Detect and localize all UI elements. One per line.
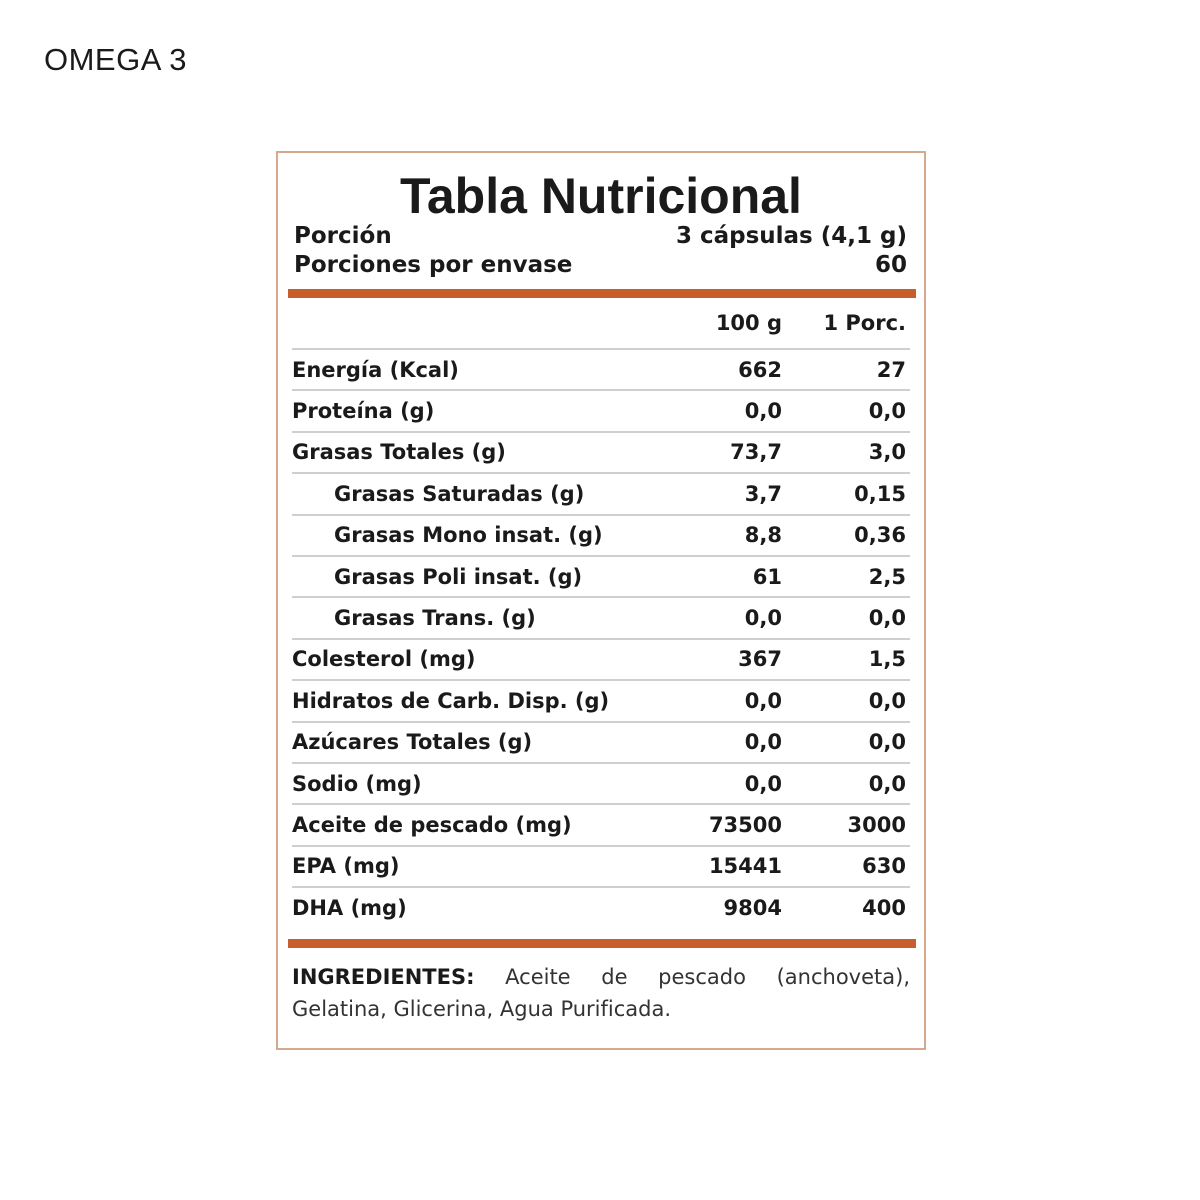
column-label: 100 g <box>715 311 782 335</box>
row-label: Sodio (mg) <box>292 771 422 796</box>
row-value: 9804 <box>723 895 782 920</box>
table-row: Grasas Totales (g) 73,7 3,0 <box>292 430 910 472</box>
row-label: Energía (Kcal) <box>292 357 459 382</box>
row-value: 3000 <box>847 813 906 838</box>
row-value: 0,0 <box>868 730 906 755</box>
table-row: Energía (Kcal) 662 27 <box>292 348 910 389</box>
row-label: Grasas Totales (g) <box>292 440 506 465</box>
row-value: 0,0 <box>868 688 906 713</box>
table-row: Azúcares Totales (g) 0,0 0,0 <box>292 720 910 762</box>
row-label: Grasas Trans. (g) <box>334 606 536 631</box>
row-value: 0,0 <box>868 399 906 424</box>
servings-row: Porciones por envase 60 <box>294 252 907 278</box>
table-row: Colesterol (mg) 367 1,5 <box>292 637 910 679</box>
column-header: 100 g 1 Porc. <box>292 311 910 335</box>
column-label: 1 Porc. <box>823 311 906 335</box>
table-row: Grasas Poli insat. (g) 61 2,5 <box>292 555 910 596</box>
table-row: Grasas Mono insat. (g) 8,8 0,36 <box>292 513 910 555</box>
row-label: EPA (mg) <box>292 854 400 879</box>
row-value: 0,0 <box>744 606 782 631</box>
row-value: 0,0 <box>744 399 782 424</box>
divider-bar <box>288 289 916 298</box>
row-value: 367 <box>738 647 782 672</box>
row-label: DHA (mg) <box>292 895 407 920</box>
servings-label: Porciones por envase <box>294 252 573 278</box>
row-value: 73,7 <box>730 440 782 465</box>
row-label: Hidratos de Carb. Disp. (g) <box>292 688 610 713</box>
table-row: EPA (mg) 15441 630 <box>292 844 910 886</box>
servings-value: 60 <box>874 252 907 278</box>
row-value: 73500 <box>708 813 782 838</box>
row-label: Proteína (g) <box>292 399 435 424</box>
row-label: Grasas Poli insat. (g) <box>334 564 583 589</box>
divider-bar <box>288 939 916 948</box>
row-value: 0,0 <box>744 730 782 755</box>
row-value: 3,0 <box>868 440 906 465</box>
table-row: Proteína (g) 0,0 0,0 <box>292 389 910 430</box>
row-label: Grasas Saturadas (g) <box>334 481 585 506</box>
row-label: Aceite de pescado (mg) <box>292 813 572 838</box>
table-row: Sodio (mg) 0,0 0,0 <box>292 762 910 803</box>
table-row: DHA (mg) 9804 400 <box>292 886 910 927</box>
ingredients: INGREDIENTES: Aceite de pescado (anchove… <box>292 961 910 1025</box>
serving-row: Porción 3 cápsulas (4,1 g) <box>294 223 907 249</box>
row-value: 0,15 <box>854 481 906 506</box>
row-value: 662 <box>738 357 782 382</box>
row-value: 1,5 <box>868 647 906 672</box>
table-row: Aceite de pescado (mg) 73500 3000 <box>292 803 910 844</box>
table-row: Grasas Saturadas (g) 3,7 0,15 <box>292 472 910 513</box>
nutrition-table: Tabla Nutricional Porción 3 cápsulas (4,… <box>276 151 926 1050</box>
row-value: 0,0 <box>744 771 782 796</box>
table-row: Hidratos de Carb. Disp. (g) 0,0 0,0 <box>292 679 910 720</box>
ingredients-text: Aceite de pescado (anchoveta), Gelatina,… <box>292 965 910 1021</box>
table-row: Grasas Trans. (g) 0,0 0,0 <box>292 596 910 637</box>
row-label: Azúcares Totales (g) <box>292 730 533 755</box>
ingredients-label: INGREDIENTES: <box>292 965 475 989</box>
row-value: 2,5 <box>868 564 906 589</box>
row-value: 630 <box>862 854 906 879</box>
serving-label: Porción <box>294 223 392 249</box>
row-label: Colesterol (mg) <box>292 647 476 672</box>
table-title: Tabla Nutricional <box>400 168 802 224</box>
row-value: 0,0 <box>868 606 906 631</box>
row-value: 0,0 <box>744 688 782 713</box>
row-value: 0,0 <box>868 771 906 796</box>
row-label: Grasas Mono insat. (g) <box>334 523 603 548</box>
serving-value: 3 cápsulas (4,1 g) <box>675 223 907 249</box>
row-value: 27 <box>876 357 906 382</box>
row-value: 15441 <box>708 854 782 879</box>
row-value: 0,36 <box>854 523 906 548</box>
page-title: OMEGA 3 <box>44 42 188 77</box>
row-value: 61 <box>752 564 782 589</box>
row-value: 400 <box>862 895 906 920</box>
row-value: 3,7 <box>744 481 782 506</box>
row-value: 8,8 <box>744 523 782 548</box>
